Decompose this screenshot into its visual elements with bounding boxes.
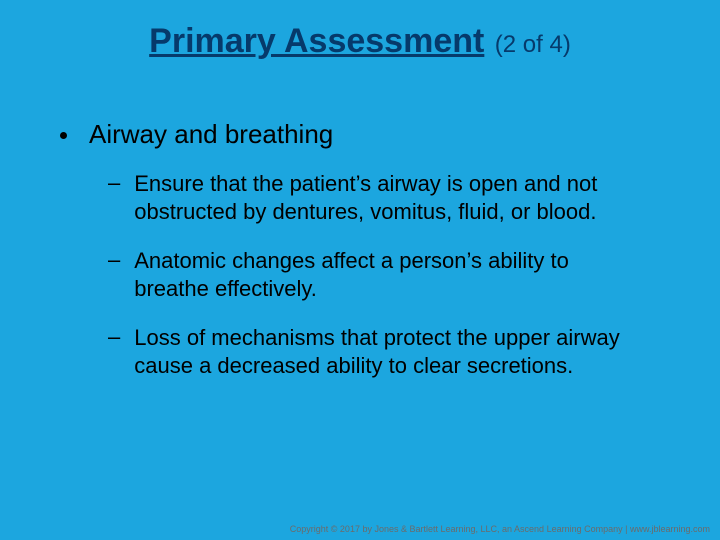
slide-counter: (2 of 4) bbox=[495, 31, 571, 58]
dash-icon: – bbox=[108, 247, 120, 273]
content-area: Airway and breathing – Ensure that the p… bbox=[0, 61, 720, 379]
slide-title: Primary Assessment bbox=[149, 22, 484, 60]
dash-icon: – bbox=[108, 170, 120, 196]
sub-bullet-text: Anatomic changes affect a person’s abili… bbox=[134, 247, 634, 302]
bullet-text: Airway and breathing bbox=[89, 119, 333, 150]
sub-bullet-text: Ensure that the patient’s airway is open… bbox=[134, 170, 634, 225]
sub-bullet-item: – Anatomic changes affect a person’s abi… bbox=[108, 247, 660, 302]
sub-bullet-item: – Loss of mechanisms that protect the up… bbox=[108, 324, 660, 379]
sub-bullet-list: – Ensure that the patient’s airway is op… bbox=[108, 170, 660, 379]
copyright-footer: Copyright © 2017 by Jones & Bartlett Lea… bbox=[290, 524, 710, 534]
title-block: Primary Assessment (2 of 4) bbox=[0, 0, 720, 61]
sub-bullet-item: – Ensure that the patient’s airway is op… bbox=[108, 170, 660, 225]
sub-bullet-text: Loss of mechanisms that protect the uppe… bbox=[134, 324, 634, 379]
bullet-item: Airway and breathing bbox=[60, 119, 660, 150]
slide: Primary Assessment (2 of 4) Airway and b… bbox=[0, 0, 720, 540]
bullet-icon bbox=[60, 132, 67, 139]
dash-icon: – bbox=[108, 324, 120, 350]
